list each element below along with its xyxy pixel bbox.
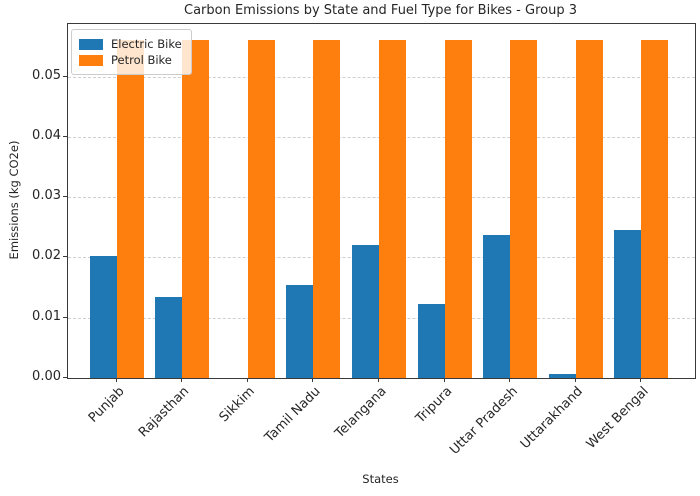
bar-electric-bike-rajasthan <box>155 297 183 378</box>
y-tick-mark-0.00 <box>63 377 67 378</box>
electric-bike-swatch <box>79 38 103 50</box>
x-tick-mark-telangana <box>377 378 379 382</box>
x-tick-mark-sikkim <box>246 378 248 382</box>
y-tick-mark-0.05 <box>63 75 67 77</box>
y-tick-label-0.00: 0.00 <box>32 369 61 384</box>
x-tick-label-punjab: Punjab <box>85 384 128 426</box>
y-tick-label-0.05: 0.05 <box>32 67 61 83</box>
bar-petrol-bike-tripura <box>444 40 472 378</box>
bar-electric-bike-tamil-nadu <box>286 284 314 378</box>
x-tick-mark-uttarakhand <box>574 378 576 382</box>
bar-petrol-bike-west-bengal <box>641 40 669 378</box>
bar-electric-bike-west-bengal <box>614 230 642 378</box>
x-tick-mark-west-bengal <box>640 378 642 382</box>
x-tick-label-telangana: Telangana <box>332 384 390 442</box>
x-tick-mark-punjab <box>115 378 117 382</box>
y-axis-label: Emissions (kg CO2e) <box>7 140 21 260</box>
bar-electric-bike-telangana <box>351 244 379 378</box>
x-tick-label-west-bengal: West Bengal <box>583 384 652 452</box>
bar-electric-bike-uttarakhand <box>548 373 576 378</box>
x-tick-label-uttar-pradesh: Uttar Pradesh <box>446 384 521 458</box>
x-tick-label-sikkim: Sikkim <box>217 384 259 426</box>
x-tick-mark-uttar-pradesh <box>509 378 511 382</box>
legend-label-petrol-bike: Petrol Bike <box>111 53 172 67</box>
bar-petrol-bike-uttarakhand <box>575 40 603 378</box>
legend-item-electric-bike: Electric Bike <box>79 37 182 51</box>
y-tick-label-0.04: 0.04 <box>32 127 61 143</box>
x-tick-mark-rajasthan <box>181 378 183 382</box>
x-tick-label-tamil-nadu: Tamil Nadu <box>262 384 324 446</box>
y-tick-mark-0.03 <box>63 196 67 198</box>
legend-item-petrol-bike: Petrol Bike <box>79 53 182 67</box>
y-tick-label-0.01: 0.01 <box>32 308 61 324</box>
bar-petrol-bike-sikkim <box>247 40 275 378</box>
bar-electric-bike-punjab <box>89 256 117 378</box>
bar-petrol-bike-punjab <box>116 40 144 378</box>
x-tick-mark-tripura <box>443 378 445 382</box>
y-tick-label-0.03: 0.03 <box>32 188 61 204</box>
y-tick-label-0.02: 0.02 <box>32 248 61 264</box>
bar-electric-bike-uttar-pradesh <box>483 234 511 378</box>
chart-title: Carbon Emissions by State and Fuel Type … <box>184 3 577 18</box>
x-tick-label-uttarakhand: Uttarakhand <box>518 384 587 453</box>
bar-petrol-bike-telangana <box>378 40 406 378</box>
x-tick-label-tripura: Tripura <box>412 384 456 427</box>
legend: Electric Bike Petrol Bike <box>71 29 192 75</box>
bar-petrol-bike-tamil-nadu <box>313 40 341 378</box>
plot-area <box>67 23 696 379</box>
x-axis-label: States <box>362 472 399 486</box>
legend-label-electric-bike: Electric Bike <box>111 37 182 51</box>
petrol-bike-swatch <box>79 54 103 66</box>
bar-petrol-bike-rajasthan <box>182 40 210 378</box>
y-tick-mark-0.04 <box>63 135 67 137</box>
y-tick-mark-0.01 <box>63 316 67 318</box>
y-tick-mark-0.02 <box>63 256 67 258</box>
bar-electric-bike-tripura <box>417 303 445 378</box>
bar-petrol-bike-uttar-pradesh <box>510 40 538 378</box>
x-tick-mark-tamil-nadu <box>312 378 314 382</box>
x-tick-label-rajasthan: Rajasthan <box>136 384 193 441</box>
